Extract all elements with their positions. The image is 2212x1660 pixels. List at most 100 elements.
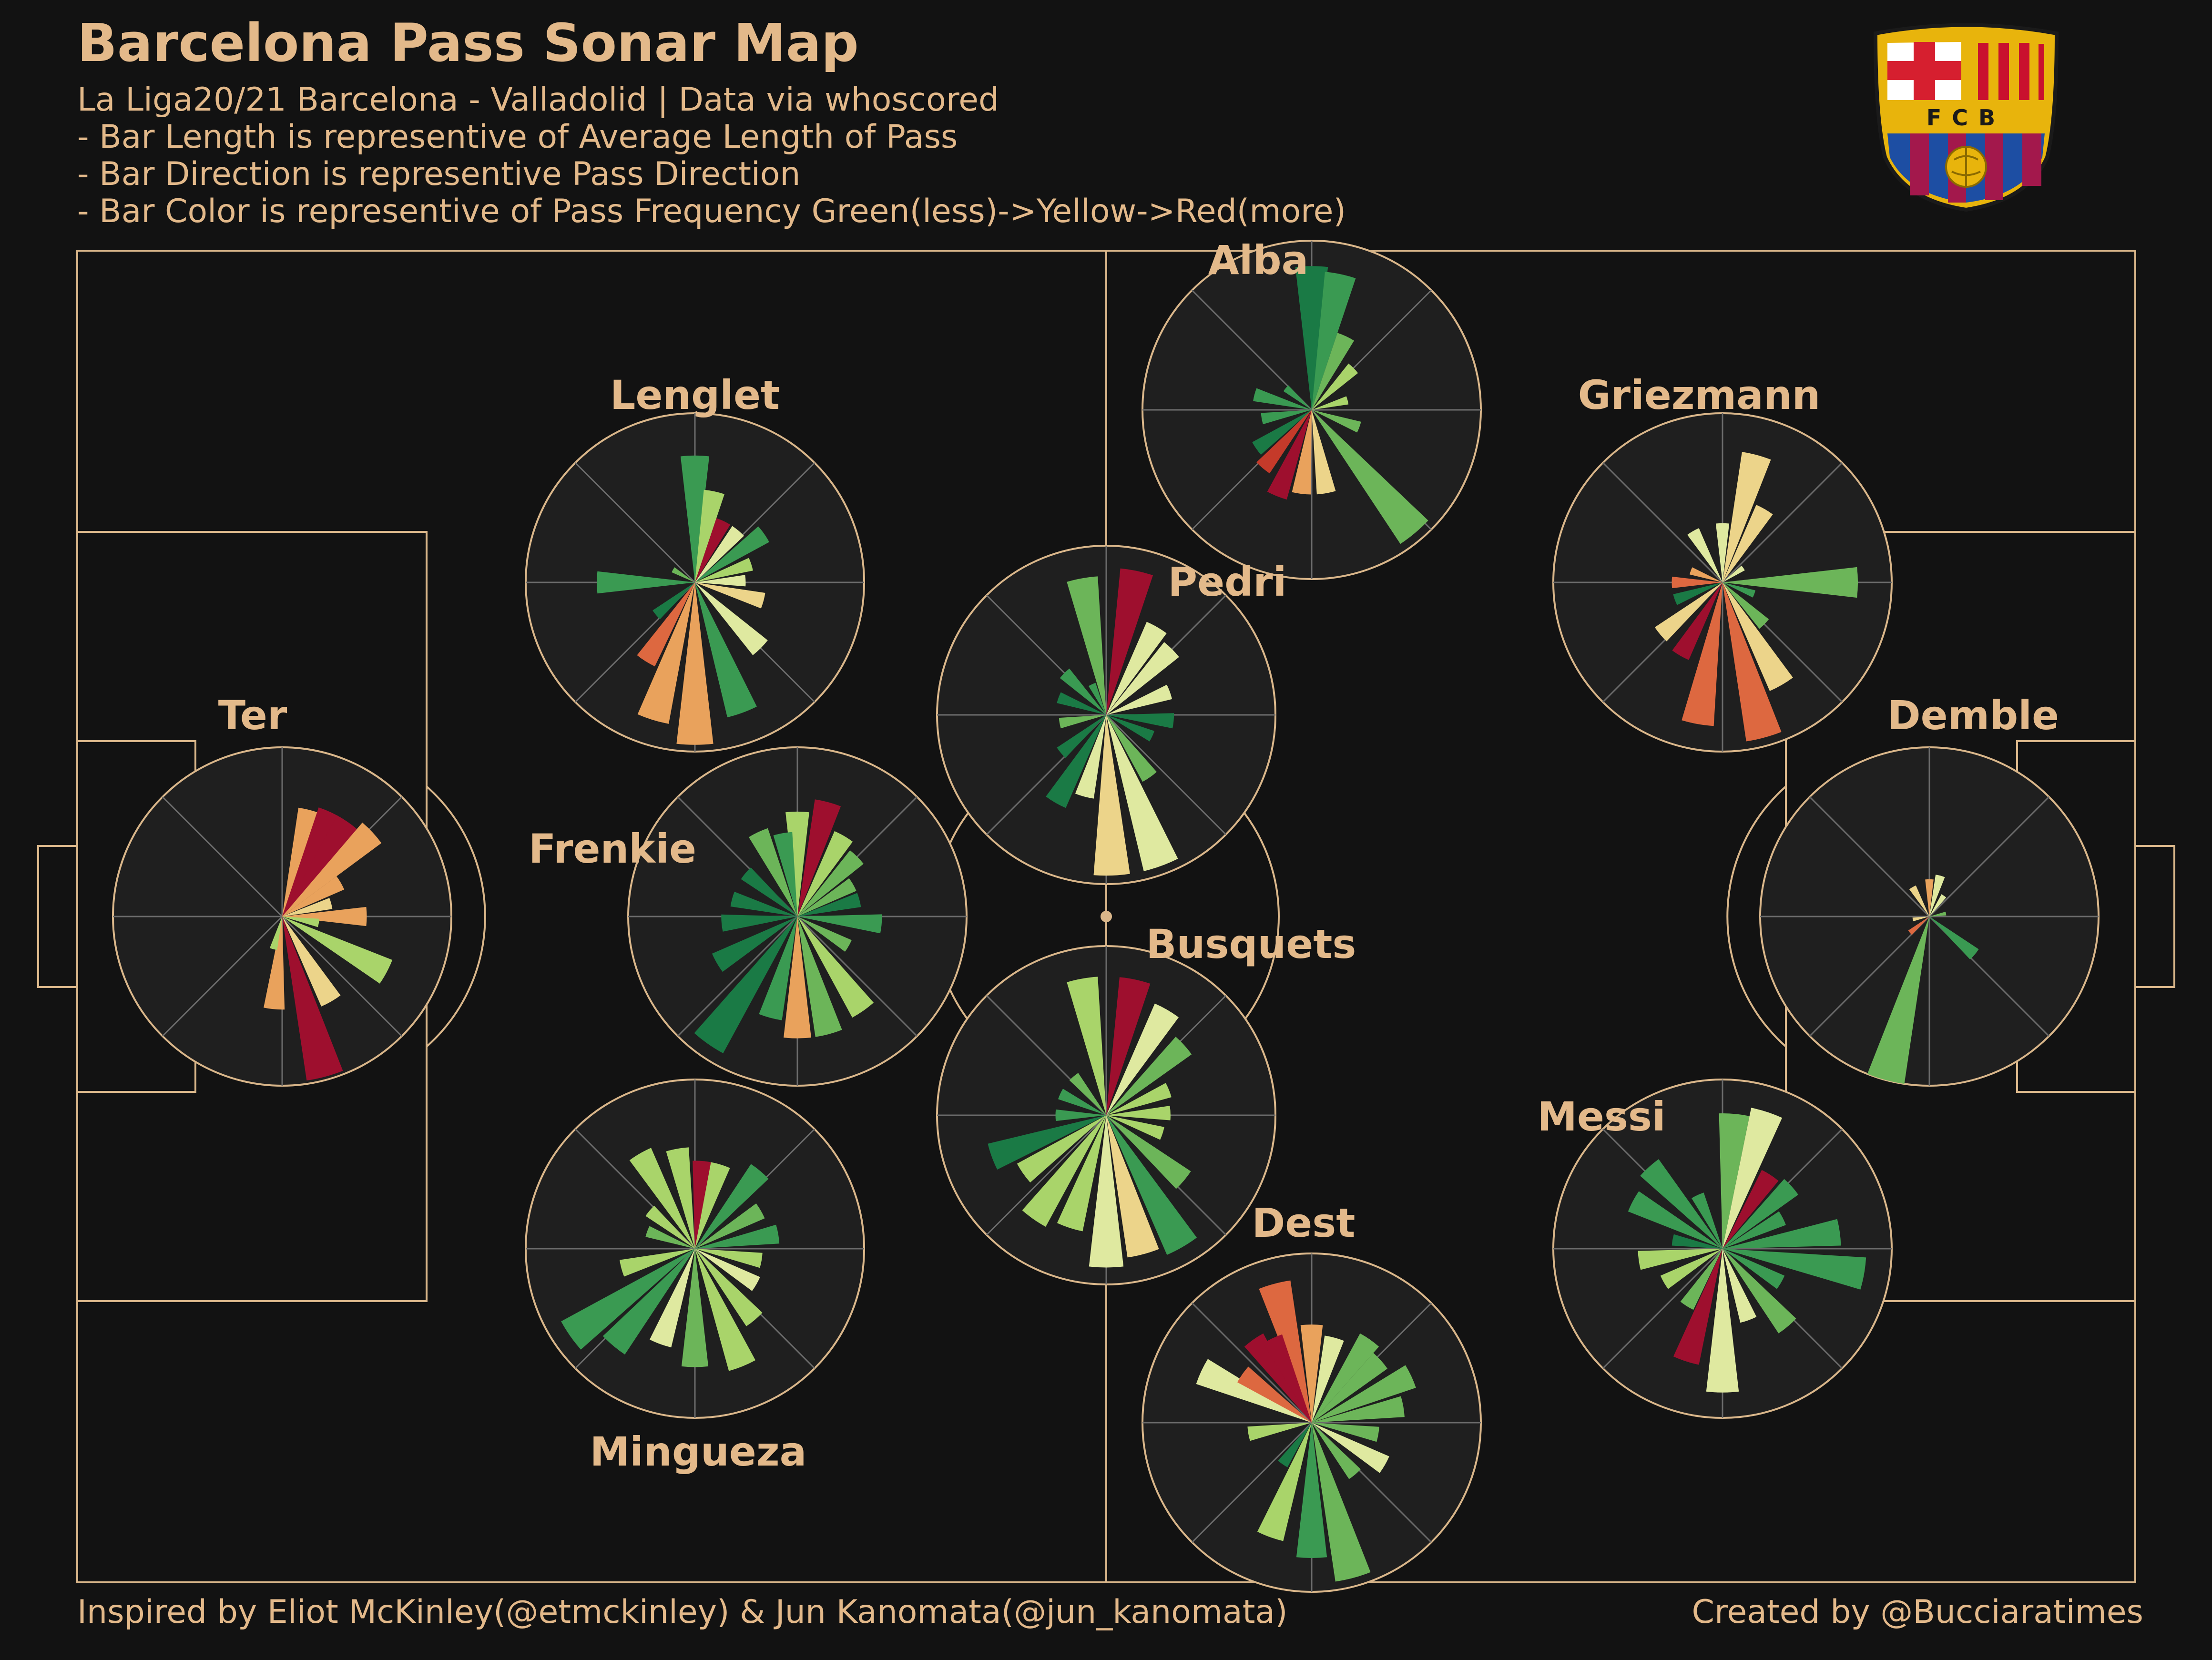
sonar-bar-dest-10: [1312, 1423, 1371, 1582]
sonar-bar-griezmann-6: [1723, 582, 1769, 629]
sonar-bar-pedri-16: [1088, 682, 1106, 715]
subtitle-line-2: - Bar Length is representive of Average …: [77, 118, 958, 156]
sonar-bar-dest-6: [1312, 1396, 1405, 1423]
sonar-lenglet: [525, 412, 865, 753]
sonar-bar-lenglet-11: [637, 582, 695, 724]
sonar-bar-frenkie-18: [773, 832, 797, 917]
sonar-bar-mingueza-17: [645, 1205, 695, 1249]
sonar-bar-griezmann-7: [1723, 582, 1793, 691]
sonar-bar-mingueza-13: [602, 1249, 695, 1354]
sonar-bar-dest-4: [1312, 1353, 1387, 1423]
sonar-bar-dest-7: [1312, 1423, 1379, 1442]
sonar-bar-messi-17: [1640, 1159, 1723, 1249]
sonar-bar-alba-3: [1312, 363, 1358, 410]
sonar-bar-busquets-5: [1106, 1106, 1171, 1120]
sonar-bar-demble-6: [1908, 917, 1929, 935]
sonar-bar-lenglet-4: [695, 526, 769, 582]
sonar-bar-busquets-17: [1069, 1073, 1106, 1115]
sonar-bar-busquets-14: [988, 1115, 1106, 1170]
player-label-demble: Demble: [1887, 692, 2059, 739]
subtitle-line-3: - Bar Direction is representive Pass Dir…: [77, 155, 800, 193]
sonar-bar-frenkie-1: [797, 799, 841, 917]
sonar-gridline: [162, 916, 283, 1037]
subtitle-line-4: - Bar Color is representive of Pass Freq…: [77, 193, 1346, 230]
sonar-bar-mingueza-1: [666, 1147, 695, 1249]
sonar-bar-lenglet-3: [695, 526, 744, 582]
sonar-bar-frenkie-11: [759, 917, 797, 1020]
sonar-bar-messi-18: [1692, 1192, 1723, 1249]
sonar-bar-dest-8: [1312, 1423, 1389, 1473]
chart-title: Barcelona Pass Sonar Map: [77, 12, 859, 73]
sonar-bar-dest-11: [1296, 1423, 1327, 1558]
sonar-bar-ter-5: [282, 898, 333, 917]
sonar-bar-alba-0: [1295, 266, 1328, 410]
sonar-bar-dest-1: [1300, 1324, 1323, 1423]
sonar-bar-lenglet-7: [695, 582, 765, 609]
sonar-bar-busquets-13: [1017, 1115, 1106, 1183]
player-label-dest: Dest: [1252, 1200, 1356, 1246]
sonar-bar-dest-3: [1312, 1333, 1379, 1423]
sonar-bar-mingueza-10: [695, 1249, 755, 1371]
sonar-bar-frenkie-10: [784, 917, 811, 1039]
goal-left: [37, 845, 78, 988]
player-label-lenglet: Lenglet: [610, 372, 780, 418]
sonar-bar-pedri-8: [1106, 715, 1178, 871]
sonar-bar-pedri-3: [1106, 642, 1179, 715]
sonar-bar-alba-11: [1252, 410, 1312, 455]
sonar-bar-messi-14: [1638, 1249, 1723, 1270]
sonar-bar-griezmann-8: [1723, 582, 1782, 742]
player-label-mingueza: Mingueza: [590, 1428, 807, 1475]
sonar-bar-messi-0: [1719, 1113, 1750, 1249]
sonar-bar-griezmann-3: [1723, 565, 1745, 582]
sonar-bar-mingueza-8: [695, 1249, 760, 1291]
sonar-bar-demble-1: [1929, 875, 1945, 917]
sonar-bar-frenkie-6: [797, 914, 882, 934]
sonar-bar-ter-2: [282, 815, 358, 917]
sonar-bar-alba-7: [1312, 410, 1336, 495]
sonar-bar-pedri-0: [1067, 576, 1106, 715]
sonar-gridline: [1602, 462, 1723, 583]
sonar-gridline: [1191, 1422, 1313, 1543]
sonar-bar-alba-10: [1256, 410, 1312, 474]
sonar-bar-pedri-5: [1106, 713, 1174, 729]
sonar-gridline: [162, 796, 283, 917]
sonar-bar-mingueza-9: [695, 1249, 763, 1326]
sonar-bar-dest-14: [1247, 1423, 1312, 1441]
sonar-mingueza: [525, 1079, 865, 1419]
sonar-bar-frenkie-9: [797, 917, 842, 1037]
sonar-bar-demble-5: [1867, 917, 1929, 1084]
sonar-bar-busquets-7: [1106, 1115, 1191, 1189]
sonar-bar-ter-8: [282, 917, 393, 984]
sonar-bar-ter-12: [270, 917, 282, 950]
sonar-bar-pedri-11: [1046, 715, 1106, 808]
sonar-pedri: [936, 545, 1276, 885]
sonar-bar-mingueza-0: [629, 1148, 695, 1249]
sonar-bar-griezmann-11: [1654, 582, 1723, 642]
sonar-bar-alba-6: [1312, 410, 1428, 544]
sonar-bar-pedri-4: [1106, 684, 1172, 715]
sonar-bar-dest-2: [1312, 1335, 1344, 1423]
sonar-bar-mingueza-14: [561, 1249, 695, 1350]
sonar-bar-alba-14: [1283, 385, 1312, 410]
sonar-bar-dest-5: [1312, 1365, 1416, 1423]
sonar-bar-busquets-1: [1106, 977, 1151, 1115]
sonar-bar-messi-7: [1723, 1249, 1785, 1289]
sonar-bar-griezmann-14: [1690, 567, 1723, 582]
sonar-gridline: [1105, 714, 1227, 835]
sonar-bar-messi-12: [1680, 1249, 1723, 1310]
sonar-bar-griezmann-9: [1682, 582, 1723, 726]
sonar-bar-messi-13: [1660, 1249, 1723, 1289]
sonar-gridline: [574, 462, 696, 583]
sonar-bar-lenglet-15: [672, 567, 695, 582]
sonar-bar-alba-13: [1253, 388, 1312, 410]
sonar-bar-demble-2: [1929, 894, 1947, 917]
goal-right: [2134, 845, 2175, 988]
sonar-bar-dest-12: [1257, 1423, 1312, 1541]
sonar-bar-ter-10: [282, 917, 343, 1081]
sonar-bar-frenkie-14: [721, 914, 797, 932]
sonar-bar-lenglet-0: [680, 455, 710, 582]
sonar-bar-demble-8: [1909, 885, 1929, 917]
sonar-dest: [1142, 1253, 1482, 1593]
sonar-bar-mingueza-16: [645, 1226, 695, 1249]
sonar-bar-griezmann-0: [1715, 523, 1730, 582]
